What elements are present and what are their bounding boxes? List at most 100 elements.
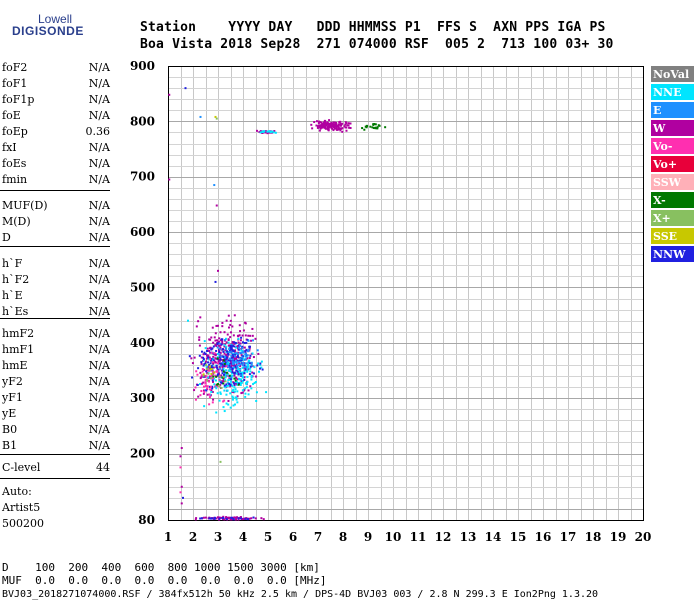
data-point xyxy=(248,345,251,348)
data-point xyxy=(347,124,350,127)
data-point xyxy=(232,516,235,519)
data-point xyxy=(203,389,206,392)
auto-version: 500200 xyxy=(2,517,44,530)
data-point xyxy=(214,332,217,335)
data-point xyxy=(240,362,243,365)
data-point xyxy=(220,381,223,384)
data-point xyxy=(207,349,210,352)
data-point xyxy=(317,122,320,125)
legend-item: Vo+ xyxy=(651,156,694,173)
data-point xyxy=(211,366,214,369)
data-point xyxy=(229,351,232,354)
data-point xyxy=(205,354,208,357)
data-point xyxy=(234,388,237,391)
param-name: foEp xyxy=(2,125,28,138)
data-point xyxy=(217,370,220,373)
data-point xyxy=(236,401,239,404)
data-point xyxy=(235,377,238,380)
data-point xyxy=(224,380,227,383)
data-point xyxy=(231,368,234,371)
param-name: fxI xyxy=(2,141,17,154)
data-point xyxy=(252,516,255,519)
data-point xyxy=(241,346,244,349)
legend-item: X+ xyxy=(651,210,694,227)
x-tick-label: 11 xyxy=(410,530,427,544)
header-values: Boa Vista 2018 Sep28 271 074000 RSF 005 … xyxy=(140,37,614,52)
data-point xyxy=(219,516,222,519)
param-row: foEp 0.36 xyxy=(2,124,110,140)
data-point xyxy=(200,374,203,377)
data-point xyxy=(214,360,217,363)
legend-item: NoVal xyxy=(651,66,694,83)
param-name: B0 xyxy=(2,423,18,436)
data-point xyxy=(229,345,232,348)
data-point xyxy=(238,370,241,373)
data-point xyxy=(215,517,218,520)
data-point xyxy=(245,338,248,341)
data-point xyxy=(234,364,237,367)
data-point xyxy=(259,367,262,370)
data-point xyxy=(229,367,232,370)
x-tick-label: 12 xyxy=(435,530,452,544)
data-point xyxy=(229,331,232,334)
data-point xyxy=(193,356,196,359)
data-point xyxy=(377,124,380,127)
data-point xyxy=(320,121,323,124)
data-point xyxy=(241,356,244,359)
data-point xyxy=(244,395,247,398)
y-tick-label: 300 xyxy=(130,391,155,405)
data-point xyxy=(231,384,234,387)
data-point xyxy=(203,340,206,343)
data-point xyxy=(259,363,262,366)
data-point xyxy=(242,358,245,361)
data-point xyxy=(223,365,226,368)
param-row: B0 N/A xyxy=(2,422,110,438)
data-point xyxy=(235,363,238,366)
data-point xyxy=(200,362,203,365)
data-point xyxy=(212,380,215,383)
param-row: C-level 44 xyxy=(2,460,110,476)
data-point xyxy=(236,351,239,354)
data-point xyxy=(260,360,263,363)
data-point xyxy=(262,518,265,521)
data-point xyxy=(232,360,235,363)
data-point xyxy=(204,353,207,356)
param-row: hmF2 N/A xyxy=(2,326,110,342)
data-point xyxy=(230,516,233,519)
data-point xyxy=(236,364,239,367)
y-tick-label: 800 xyxy=(130,114,155,128)
data-point xyxy=(330,121,333,124)
data-point xyxy=(205,369,208,372)
data-point xyxy=(374,126,377,129)
y-tick-label: 900 xyxy=(130,59,155,73)
legend-item: NNE xyxy=(651,84,694,101)
data-point xyxy=(369,125,372,128)
data-point xyxy=(210,351,213,354)
legend-item: SSE xyxy=(651,228,694,245)
data-point xyxy=(318,126,321,129)
data-point xyxy=(231,358,234,361)
data-point xyxy=(347,122,350,125)
data-point xyxy=(260,366,263,369)
data-point xyxy=(209,368,212,371)
data-point xyxy=(211,370,214,373)
data-point xyxy=(244,517,247,520)
data-point xyxy=(349,122,352,125)
data-point xyxy=(237,383,240,386)
data-point xyxy=(216,392,219,395)
param-value: N/A xyxy=(88,173,110,186)
data-point xyxy=(227,326,230,329)
data-point xyxy=(211,361,214,364)
data-point xyxy=(211,391,214,394)
data-point xyxy=(211,387,214,390)
x-tick-label: 10 xyxy=(385,530,402,544)
data-point xyxy=(228,358,231,361)
data-point xyxy=(213,377,216,380)
data-point xyxy=(201,368,204,371)
data-point xyxy=(318,129,321,132)
param-value: N/A xyxy=(88,199,110,212)
data-point xyxy=(227,352,230,355)
data-point xyxy=(239,344,242,347)
data-point xyxy=(221,365,224,368)
muf-row: MUF 0.0 0.0 0.0 0.0 0.0 0.0 0.0 0.0 [MHz… xyxy=(2,574,327,587)
